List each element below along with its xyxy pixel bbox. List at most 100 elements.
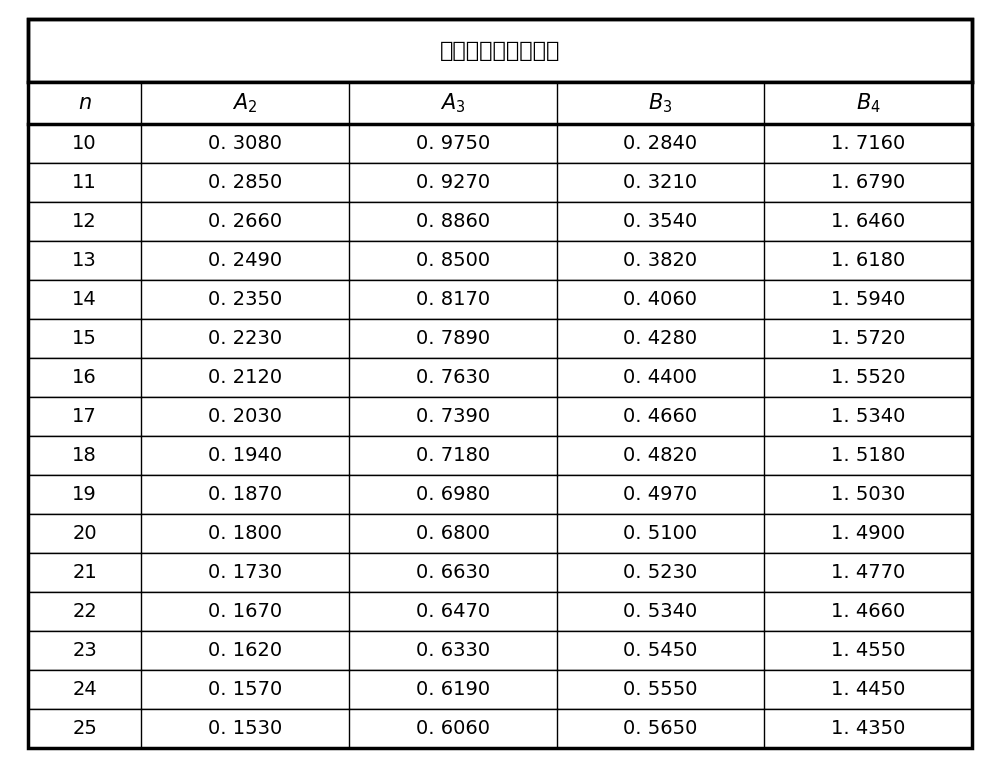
Text: $A_2$: $A_2$ <box>232 91 258 115</box>
Text: 0. 5100: 0. 5100 <box>623 524 698 543</box>
Text: 0. 6630: 0. 6630 <box>416 563 490 582</box>
Text: 0. 3210: 0. 3210 <box>623 173 698 193</box>
Text: 1. 5340: 1. 5340 <box>831 407 905 426</box>
Text: 1. 6790: 1. 6790 <box>831 173 905 193</box>
Text: 1. 6460: 1. 6460 <box>831 212 905 231</box>
Text: 1. 4900: 1. 4900 <box>831 524 905 543</box>
Text: $A_3$: $A_3$ <box>440 91 466 115</box>
Text: 15: 15 <box>72 329 97 348</box>
Text: 24: 24 <box>72 680 97 699</box>
Text: 0. 5340: 0. 5340 <box>623 602 698 621</box>
Text: 0. 5650: 0. 5650 <box>623 719 698 738</box>
Text: 0. 3080: 0. 3080 <box>208 134 282 153</box>
Text: 22: 22 <box>72 602 97 621</box>
Text: 0. 2850: 0. 2850 <box>208 173 282 193</box>
Text: 0. 2490: 0. 2490 <box>208 251 282 270</box>
Text: 0. 9270: 0. 9270 <box>416 173 490 193</box>
Text: 17: 17 <box>72 407 97 426</box>
Text: 0. 4280: 0. 4280 <box>623 329 698 348</box>
Text: 0. 4400: 0. 4400 <box>623 368 697 387</box>
Text: 0. 1530: 0. 1530 <box>208 719 282 738</box>
Text: 0. 2120: 0. 2120 <box>208 368 282 387</box>
Text: 计算控制限的系数表: 计算控制限的系数表 <box>440 41 560 61</box>
Text: 0. 6800: 0. 6800 <box>416 524 490 543</box>
Text: 1. 4450: 1. 4450 <box>831 680 905 699</box>
Text: 1. 7160: 1. 7160 <box>831 134 905 153</box>
Text: 0. 1730: 0. 1730 <box>208 563 282 582</box>
Bar <box>28 241 972 280</box>
Text: 0. 8170: 0. 8170 <box>416 290 490 309</box>
Bar <box>28 319 972 358</box>
Text: 0. 2350: 0. 2350 <box>208 290 282 309</box>
Bar <box>28 514 972 553</box>
Text: 0. 4060: 0. 4060 <box>623 290 697 309</box>
Text: 10: 10 <box>72 134 97 153</box>
Bar <box>28 358 972 397</box>
Text: 0. 4820: 0. 4820 <box>623 446 698 465</box>
Text: 21: 21 <box>72 563 97 582</box>
Text: 1. 4350: 1. 4350 <box>831 719 905 738</box>
Text: 14: 14 <box>72 290 97 309</box>
Text: 11: 11 <box>72 173 97 193</box>
Text: 0. 5450: 0. 5450 <box>623 641 698 660</box>
Text: $n$: $n$ <box>78 93 92 114</box>
Bar <box>28 436 972 475</box>
Text: 0. 2840: 0. 2840 <box>623 134 698 153</box>
Text: 23: 23 <box>72 641 97 660</box>
Text: 0. 1620: 0. 1620 <box>208 641 282 660</box>
Text: 0. 7630: 0. 7630 <box>416 368 490 387</box>
Text: 0. 3540: 0. 3540 <box>623 212 698 231</box>
Text: 0. 1940: 0. 1940 <box>208 446 282 465</box>
Text: 0. 5550: 0. 5550 <box>623 680 698 699</box>
Text: 0. 1670: 0. 1670 <box>208 602 282 621</box>
Text: 1. 5520: 1. 5520 <box>831 368 905 387</box>
Text: 25: 25 <box>72 719 97 738</box>
Text: 0. 8860: 0. 8860 <box>416 212 490 231</box>
Text: 0. 1870: 0. 1870 <box>208 485 282 504</box>
Text: 0. 5230: 0. 5230 <box>623 563 698 582</box>
Text: 0. 3820: 0. 3820 <box>623 251 698 270</box>
Text: 1. 5940: 1. 5940 <box>831 290 905 309</box>
Text: 1. 5720: 1. 5720 <box>831 329 905 348</box>
Bar <box>28 280 972 319</box>
Text: 1. 5180: 1. 5180 <box>831 446 905 465</box>
Text: 1. 4770: 1. 4770 <box>831 563 905 582</box>
Text: 0. 9750: 0. 9750 <box>416 134 490 153</box>
Bar <box>28 670 972 709</box>
Text: 0. 6060: 0. 6060 <box>416 719 490 738</box>
Bar <box>28 553 972 592</box>
Text: 1. 4550: 1. 4550 <box>831 641 905 660</box>
Text: 0. 6330: 0. 6330 <box>416 641 490 660</box>
Bar <box>28 163 972 202</box>
Text: 0. 4660: 0. 4660 <box>623 407 698 426</box>
Text: 19: 19 <box>72 485 97 504</box>
Text: 0. 7390: 0. 7390 <box>416 407 490 426</box>
Text: 0. 7890: 0. 7890 <box>416 329 490 348</box>
Text: 0. 1570: 0. 1570 <box>208 680 282 699</box>
Text: 16: 16 <box>72 368 97 387</box>
Bar <box>28 475 972 514</box>
Text: $B_3$: $B_3$ <box>648 91 673 115</box>
Text: 1. 6180: 1. 6180 <box>831 251 905 270</box>
Bar <box>28 631 972 670</box>
Text: 1. 4660: 1. 4660 <box>831 602 905 621</box>
Bar <box>28 202 972 241</box>
Text: 13: 13 <box>72 251 97 270</box>
Text: 0. 2230: 0. 2230 <box>208 329 282 348</box>
Bar <box>28 592 972 631</box>
Bar <box>28 397 972 436</box>
Bar <box>28 124 972 163</box>
Text: 0. 4970: 0. 4970 <box>623 485 698 504</box>
Text: $B_4$: $B_4$ <box>856 91 881 115</box>
Text: 0. 6190: 0. 6190 <box>416 680 490 699</box>
Bar <box>28 709 972 748</box>
Text: 0. 6470: 0. 6470 <box>416 602 490 621</box>
Bar <box>28 19 972 82</box>
Bar <box>28 82 972 124</box>
Text: 0. 8500: 0. 8500 <box>416 251 490 270</box>
Text: 18: 18 <box>72 446 97 465</box>
Text: 0. 1800: 0. 1800 <box>208 524 282 543</box>
Text: 0. 2030: 0. 2030 <box>208 407 282 426</box>
Text: 0. 2660: 0. 2660 <box>208 212 282 231</box>
Text: 0. 7180: 0. 7180 <box>416 446 490 465</box>
